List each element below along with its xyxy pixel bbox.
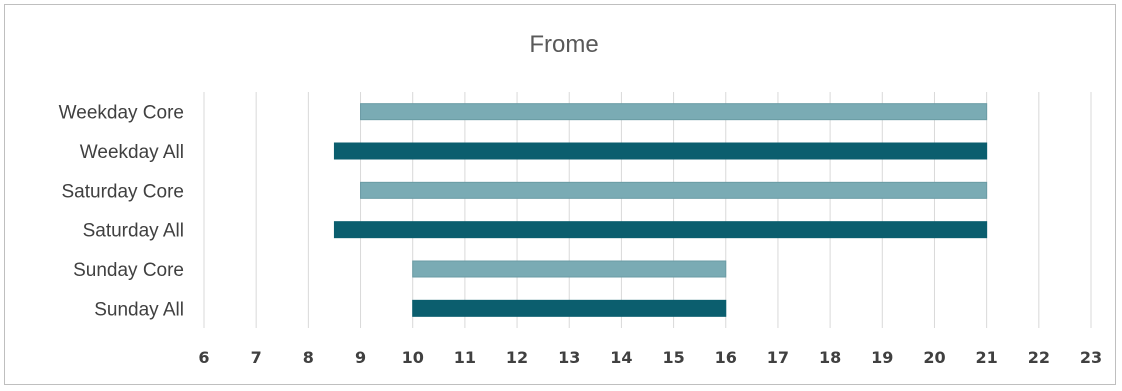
category-labels: Weekday Core Weekday All Saturday Core Satu… — [59, 103, 184, 321]
x-axis-ticks: 6 7 8 9 10 11 12 13 14 15 16 17 18 19 20 21 22 23 — [198, 348, 1102, 367]
x-tick-label: 18 — [819, 348, 841, 367]
x-tick-label: 17 — [767, 348, 789, 367]
x-tick-label: 6 — [198, 348, 209, 367]
category-label: Weekday Core — [59, 103, 184, 124]
x-tick-label: 12 — [506, 348, 528, 367]
x-tick-label: 23 — [1080, 348, 1102, 367]
gridlines — [203, 92, 1092, 328]
x-tick-label: 10 — [402, 348, 424, 367]
category-label: Saturday Core — [61, 181, 184, 202]
bars — [333, 103, 988, 317]
bar-weekday-core — [360, 103, 988, 121]
bar-sunday-core — [412, 260, 727, 278]
x-tick-label: 19 — [871, 348, 893, 367]
x-tick-label: 9 — [355, 348, 366, 367]
category-label: Saturday All — [83, 221, 184, 242]
bar-saturday-core — [360, 181, 988, 199]
bar-sunday-all — [412, 299, 727, 317]
x-tick-label: 16 — [715, 348, 737, 367]
category-label: Sunday All — [94, 299, 184, 320]
x-tick-label: 20 — [923, 348, 945, 367]
x-tick-label: 14 — [610, 348, 632, 367]
x-tick-label: 7 — [251, 348, 262, 367]
chart-title: Frome — [529, 31, 598, 58]
x-tick-label: 11 — [454, 348, 476, 367]
x-tick-label: 22 — [1028, 348, 1050, 367]
x-tick-label: 15 — [662, 348, 684, 367]
bar-weekday-all — [333, 142, 988, 160]
category-label: Weekday All — [80, 142, 184, 163]
x-tick-label: 13 — [558, 348, 580, 367]
bar-saturday-all — [333, 221, 988, 239]
x-tick-label: 8 — [303, 348, 314, 367]
category-label: Sunday Core — [73, 260, 184, 281]
x-tick-label: 21 — [976, 348, 998, 367]
